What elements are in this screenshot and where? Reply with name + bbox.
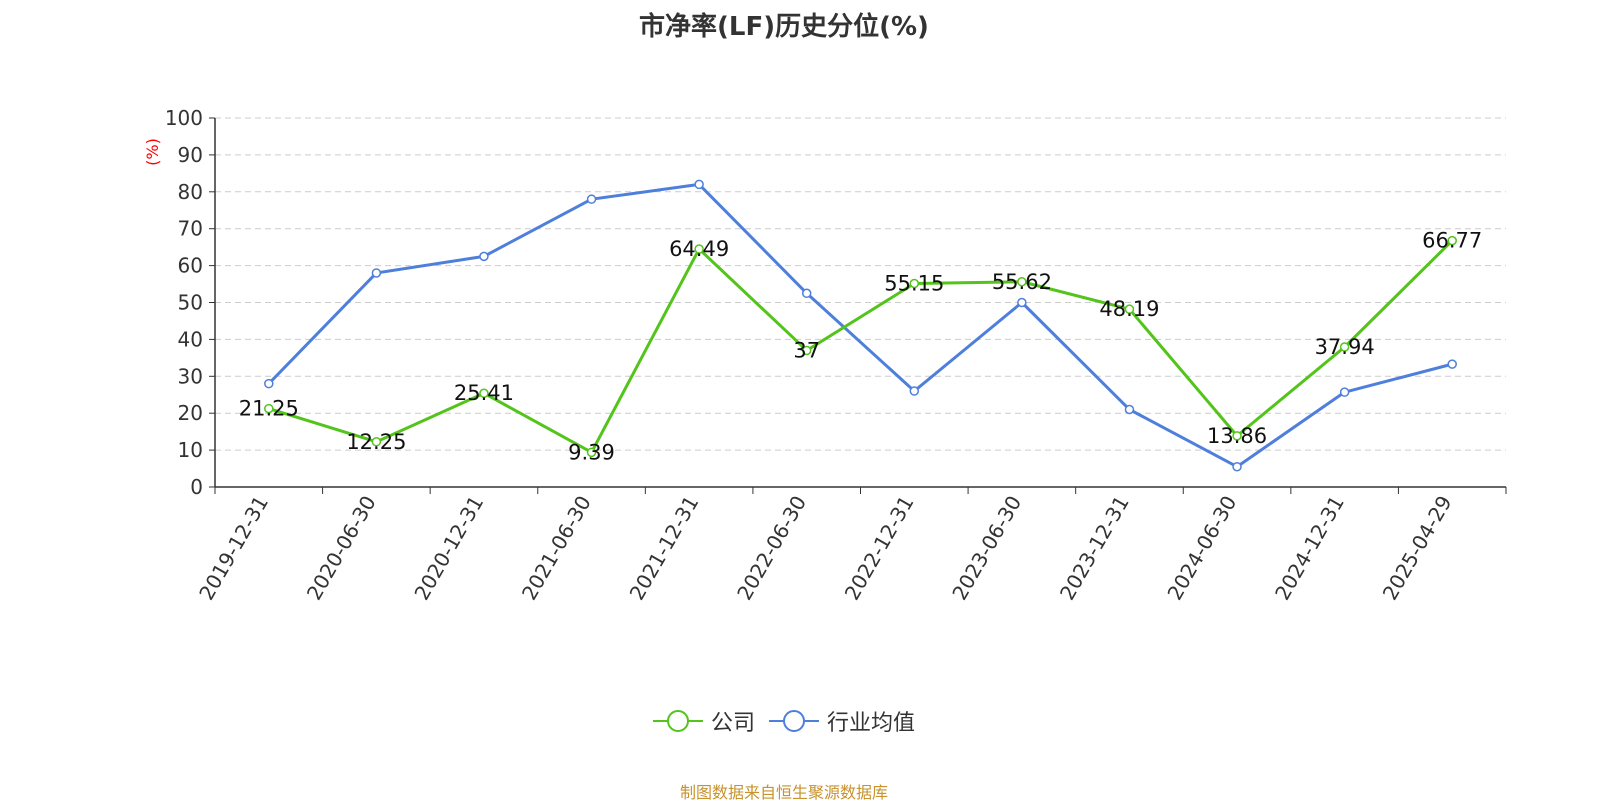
legend-item[interactable]: 公司 [652, 705, 755, 737]
data-point [1124, 304, 1135, 314]
x-tick-label: 2021-06-30 [517, 492, 596, 605]
y-tick-label: 30 [178, 364, 203, 388]
data-point [479, 251, 489, 262]
data-point [264, 403, 274, 414]
data-point [1339, 342, 1350, 352]
data-label: 55.15 [884, 271, 944, 295]
data-point [909, 278, 920, 289]
data-point [909, 386, 920, 396]
data-point [694, 244, 704, 254]
legend-line-circle-icon [769, 710, 819, 732]
y-axis-title: (%) [143, 138, 162, 166]
data-point [1232, 461, 1242, 472]
data-point [1339, 387, 1350, 397]
x-tick-label: 2019-12-31 [194, 492, 273, 605]
axes: 0 10 20 30 40 50 60 70 80 90 100 2019-12-31 2020-06-… [165, 106, 1507, 605]
data-label: 37 [793, 338, 820, 362]
y-tick-label: 90 [178, 143, 203, 167]
data-label: 12.25 [346, 430, 406, 454]
y-tick-label: 70 [178, 217, 203, 241]
data-label: 21.25 [239, 397, 299, 421]
data-labels: 21.25 12.25 25.41 9.39 64.49 37 55.15 55.62 48.1… [239, 229, 1483, 465]
legend-label: 公司 [710, 711, 755, 736]
line-chart: 0 10 20 30 40 50 60 70 80 90 100 2019-12-31 2020-06-… [143, 106, 1507, 605]
data-point [801, 288, 812, 299]
y-tick-label: 80 [178, 180, 203, 204]
x-tick-label: 2023-06-30 [947, 492, 1026, 605]
data-point [1124, 404, 1135, 415]
x-tick-label: 2022-12-31 [840, 492, 919, 605]
y-tick-label: 20 [178, 401, 203, 425]
data-point [1017, 277, 1027, 287]
data-label: 66.77 [1422, 229, 1482, 253]
x-tick-label: 2024-06-30 [1162, 492, 1241, 605]
data-point [694, 179, 704, 190]
data-point [586, 447, 597, 458]
data-point [1447, 359, 1457, 369]
data-point [371, 268, 382, 278]
data-label: 48.19 [1099, 297, 1159, 321]
x-tick-label: 2024-12-31 [1270, 492, 1349, 605]
chart-title: 市净率(LF)历史分位(%) [639, 12, 929, 42]
x-tick-label: 2025-04-29 [1378, 492, 1457, 605]
x-tick-label: 2021-12-31 [625, 492, 704, 605]
data-point [1232, 431, 1242, 441]
y-tick-label: 10 [178, 438, 203, 462]
data-point [264, 378, 274, 389]
data-point [479, 388, 489, 398]
source-note: 制图数据来自恒生聚源数据库 [679, 783, 888, 802]
data-point [1447, 235, 1457, 246]
grid-lines [215, 117, 1506, 451]
y-tick-label: 40 [178, 327, 203, 351]
y-tick-label: 0 [190, 475, 203, 499]
legend-label: 行业均值 [827, 711, 916, 736]
x-tick-label: 2020-12-31 [409, 492, 488, 605]
x-tick-label: 2023-12-31 [1055, 492, 1134, 605]
data-label: 55.62 [992, 270, 1052, 294]
x-tick-label: 2022-06-30 [732, 492, 811, 605]
y-tick-label: 50 [178, 291, 203, 315]
legend: 公司 行业均值 [0, 705, 1568, 737]
data-label: 64.49 [669, 237, 729, 261]
series-lines [264, 179, 1457, 472]
data-label: 13.86 [1207, 424, 1267, 448]
data-point [801, 345, 812, 356]
series-line-1 [267, 182, 1453, 469]
data-point [586, 194, 597, 204]
legend-item[interactable]: 行业均值 [769, 705, 915, 737]
legend-line-circle-icon [652, 710, 703, 732]
data-label: 37.94 [1315, 335, 1375, 359]
data-point [371, 437, 382, 447]
data-label: 25.41 [454, 381, 514, 405]
x-tick-label: 2020-06-30 [302, 492, 381, 605]
series-line-0 [268, 239, 1454, 454]
y-tick-label: 100 [165, 106, 203, 130]
y-tick-label: 60 [178, 254, 203, 278]
data-point [1017, 297, 1027, 308]
data-label: 9.39 [568, 440, 615, 464]
